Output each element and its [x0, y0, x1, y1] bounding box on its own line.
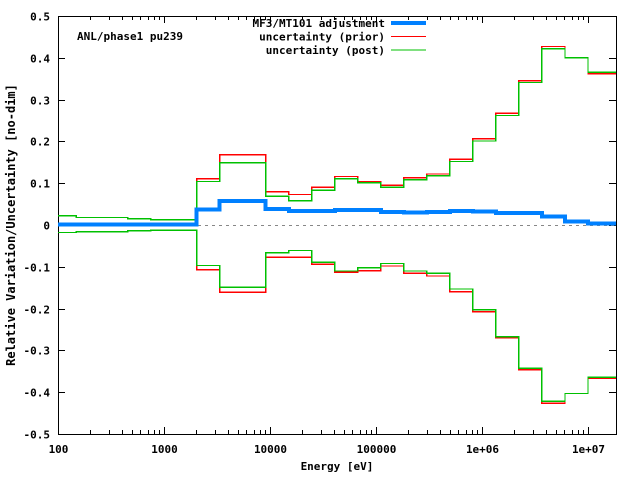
y-axis-label: Relative Variation/Uncertainty [no-dim] — [4, 84, 18, 366]
y-tick-label: 0.5 — [30, 11, 50, 24]
y-tick-label: 0.3 — [30, 95, 50, 108]
series-post-line — [58, 229, 616, 403]
legend-label-adjustment: MF3/MT101 adjustment — [253, 17, 385, 30]
series-prior-line — [58, 229, 616, 404]
y-tick-label: -0.3 — [24, 345, 51, 358]
x-tick-label: 1e+07 — [572, 443, 605, 456]
y-tick-label: -0.2 — [24, 304, 51, 317]
x-tick-label: 100 — [49, 443, 69, 456]
y-tick-label: -0.4 — [24, 387, 51, 400]
series-post-line — [58, 47, 616, 221]
y-tick-label: 0.4 — [30, 53, 50, 66]
chart-title: ANL/phase1 pu239 — [77, 30, 183, 43]
legend-label-post: uncertainty (post) — [266, 44, 385, 57]
y-tick-label: 0 — [43, 220, 50, 233]
legend-label-prior: uncertainty (prior) — [259, 31, 385, 44]
y-tick-label: 0.2 — [30, 136, 50, 149]
series-prior-line — [58, 45, 616, 221]
y-tick-label: -0.1 — [24, 262, 51, 275]
x-tick-label: 10000 — [254, 443, 287, 456]
x-axis-label: Energy [eV] — [301, 460, 374, 473]
x-tick-label: 1e+06 — [466, 443, 499, 456]
x-tick-label: 100000 — [357, 443, 397, 456]
series-adjustment-line — [58, 198, 616, 227]
x-tick-label: 1000 — [151, 443, 178, 456]
y-tick-label: 0.1 — [30, 178, 50, 191]
y-tick-label: -0.5 — [24, 429, 51, 442]
